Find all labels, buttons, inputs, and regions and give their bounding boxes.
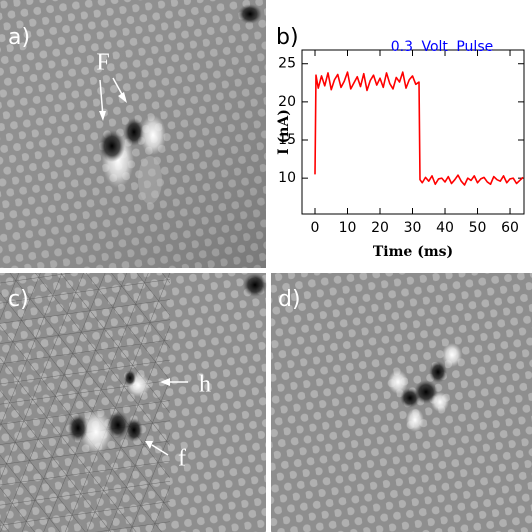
arrow (99, 79, 104, 118)
y-axis-label: I (nA) (276, 109, 292, 155)
panel-c: c) h f (0, 273, 267, 532)
panel-label: c) (8, 287, 29, 312)
panel-b: b) 10 15 20 25 0 10 20 30 40 50 60 0.3 Volt Pulse Ti… (276, 25, 525, 260)
x-tick-label: 50 (469, 220, 487, 236)
panel-d: d) (271, 273, 532, 532)
x-tick-label: 10 (339, 220, 357, 236)
arrowhead (160, 378, 170, 386)
x-axis-label: Time (ms) (373, 244, 453, 260)
x-tick-label: 40 (436, 220, 454, 236)
x-tick-label: 0 (311, 220, 320, 236)
arrowhead (145, 441, 153, 449)
x-tick-label: 60 (501, 220, 519, 236)
data-line (314, 71, 524, 186)
annotation: F (96, 50, 109, 76)
panel-label: a) (8, 25, 30, 50)
y-tick-label: 15 (278, 132, 296, 148)
panel-a: a) F (0, 0, 266, 268)
annotation: 0.3 Volt Pulse (391, 39, 493, 55)
x-tick-label: 20 (371, 220, 389, 236)
y-tick-label: 10 (278, 170, 296, 186)
y-tick-label: 25 (278, 56, 296, 72)
arrowhead (99, 111, 106, 121)
plot-frame (301, 49, 525, 215)
x-tick-label: 30 (404, 220, 422, 236)
arrowhead (118, 92, 127, 103)
annotation: f (178, 446, 186, 472)
arrow (151, 444, 169, 456)
annotation: h (199, 372, 211, 398)
panel-label: b) (276, 25, 299, 50)
y-tick-label: 20 (278, 94, 296, 110)
panel-label: d) (278, 287, 301, 312)
